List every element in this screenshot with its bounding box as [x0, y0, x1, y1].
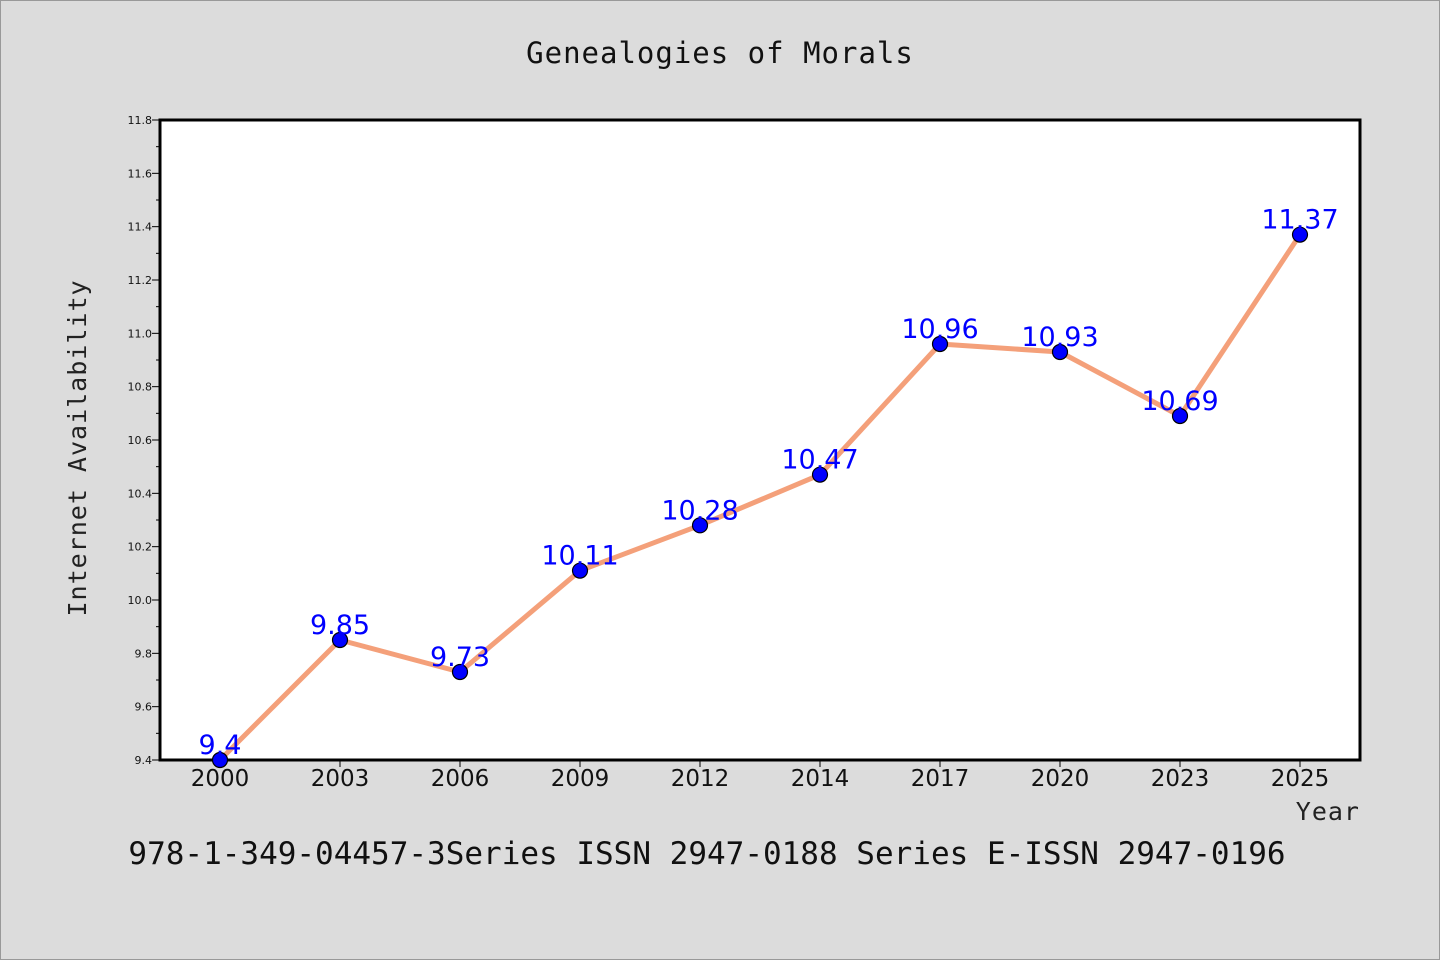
data-point-2012	[691, 517, 709, 534]
y-tick-label: 11.0	[128, 327, 153, 340]
y-tick-label: 10.4	[128, 487, 153, 500]
x-tick-label: 2020	[1031, 766, 1090, 792]
y-tick-label: 9.4	[135, 754, 153, 767]
y-tick-label: 11.4	[128, 221, 153, 234]
y-tick-label: 10.0	[128, 594, 153, 607]
y-tick-label: 9.8	[135, 647, 153, 660]
x-tick-label: 2012	[671, 766, 730, 792]
y-axis: 9.4 9.6 9.8 10.0 10.2 10.4 10.6 10.8 11.0 11.2 11.…	[128, 114, 160, 767]
x-tick-label: 2009	[551, 766, 610, 792]
series-layer: 9.4 9.85 9.73 10.11 10.28 10.47 10.96 10.93 10.6…	[199, 205, 1339, 769]
data-label-2025: 11.37	[1261, 205, 1338, 236]
data-label-2014: 10.47	[781, 445, 858, 476]
x-tick-label: 2014	[791, 766, 850, 792]
footer-identifiers: 978-1-349-04457-3Series ISSN 2947-0188 S…	[128, 836, 1285, 872]
y-tick-label: 9.6	[135, 701, 153, 714]
x-axis: 2000 2003 2006 2009 2012 2014 2017 2020 2023 2025	[191, 760, 1330, 792]
plot-area	[158, 118, 1362, 762]
data-point-2000	[211, 751, 229, 769]
data-label-2000: 9.4	[199, 730, 242, 761]
data-label-2012: 10.28	[661, 495, 738, 526]
y-tick-label: 10.6	[128, 434, 153, 447]
y-tick-label: 11.2	[128, 274, 153, 287]
y-axis-label: Internet Availability	[63, 279, 92, 616]
data-point-2020	[1051, 343, 1069, 361]
x-tick-label: 2017	[911, 766, 970, 792]
x-tick-label: 2000	[191, 766, 250, 792]
data-point-2025	[1291, 226, 1309, 243]
data-label-2006: 9.73	[430, 642, 490, 673]
series-line	[217, 232, 1303, 763]
y-tick-label: 10.8	[128, 381, 153, 394]
data-label-2023: 10.69	[1141, 386, 1218, 417]
data-label-2017: 10.96	[901, 314, 978, 345]
x-tick-label: 2003	[311, 766, 370, 792]
data-point-2006	[451, 663, 469, 681]
data-point-2023	[1171, 407, 1189, 425]
data-point-2017	[931, 335, 949, 353]
data-point-2014	[811, 466, 829, 483]
x-axis-label: Year	[1296, 797, 1360, 826]
x-tick-label: 2025	[1271, 766, 1330, 792]
chart-title: Genealogies of Morals	[526, 36, 914, 70]
data-label-2003: 9.85	[310, 610, 370, 641]
data-label-2020: 10.93	[1021, 322, 1098, 353]
data-point-2003	[331, 631, 349, 649]
x-tick-label: 2006	[431, 766, 490, 792]
data-point-2009	[571, 562, 589, 579]
y-tick-label: 11.8	[128, 114, 153, 127]
data-label-2009: 10.11	[541, 541, 618, 572]
y-tick-label: 11.6	[128, 167, 153, 180]
y-tick-label: 10.2	[128, 541, 153, 554]
x-tick-label: 2023	[1151, 766, 1210, 792]
